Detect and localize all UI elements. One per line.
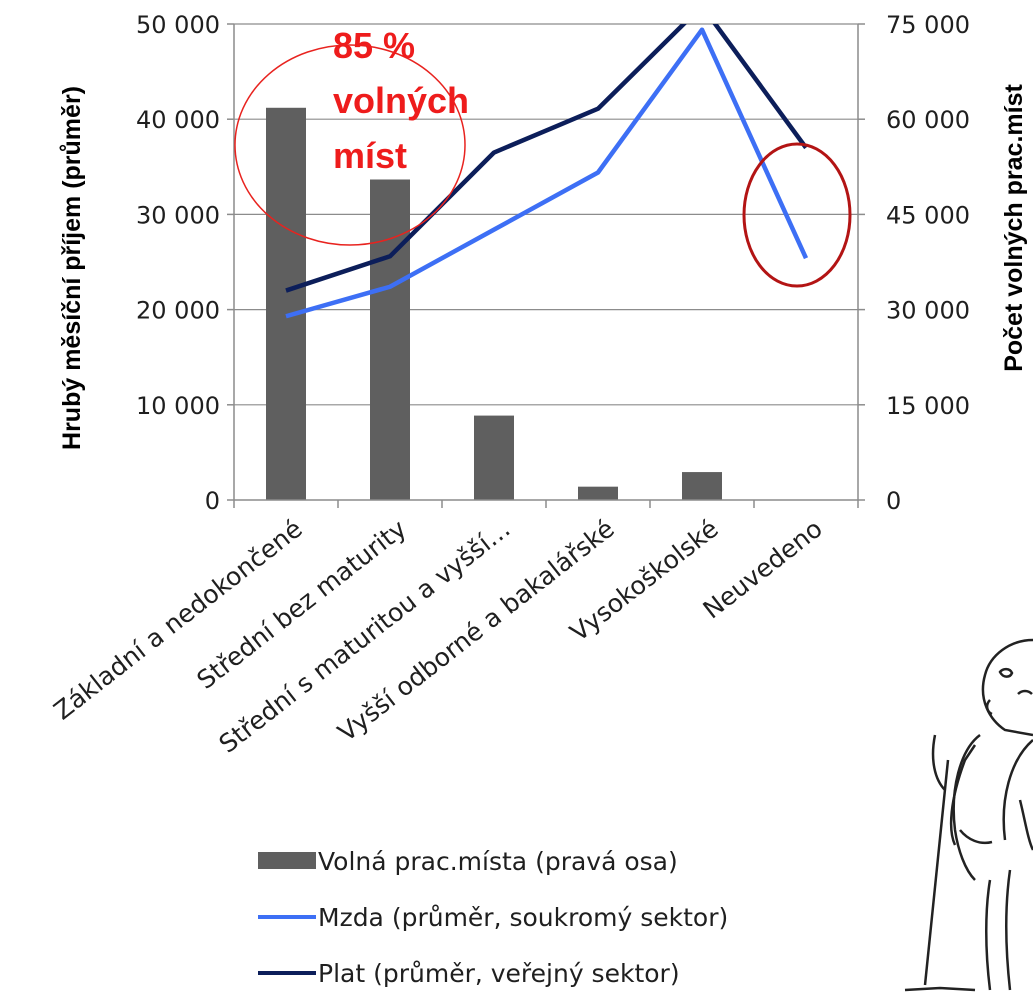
highlight-ellipse-right [742, 142, 852, 288]
left-tick-label: 20 000 [136, 297, 220, 325]
bar [578, 486, 618, 500]
bar [474, 415, 514, 500]
line-mzda [285, 27, 809, 319]
right-tick-label: 0 [886, 487, 901, 515]
left-tick-label: 50 000 [136, 11, 220, 39]
right-tick-label: 30 000 [886, 297, 970, 325]
legend-swatch-bars [258, 852, 316, 869]
left-tick-label: 10 000 [136, 392, 220, 420]
right-tick-label: 45 000 [886, 201, 970, 229]
tick-labels: 0 10 000 20 000 30 000 40 000 50 000 0 15 000 30… [136, 11, 970, 515]
line-series [285, 24, 809, 319]
annotation-line-3: míst [333, 135, 407, 176]
legend-label-mzda: Mzda (průměr, soukromý sektor) [318, 903, 728, 932]
left-tick-label: 30 000 [136, 201, 220, 229]
left-tick-label: 0 [205, 487, 220, 515]
line-plat [285, 24, 808, 293]
left-axis-label: Hrubý měsíční příjem (průměr) [58, 86, 86, 450]
right-tick-label: 60 000 [886, 106, 970, 134]
cartoon-illustration [904, 638, 1033, 992]
legend: Volná prac.místa (pravá osa) Mzda (průmě… [258, 847, 728, 988]
bar [682, 472, 722, 500]
axes [227, 23, 865, 508]
annotation: 85 % volných míst [234, 25, 852, 288]
bar [370, 179, 410, 500]
annotation-line-1: 85 % [333, 25, 415, 66]
legend-label-bars: Volná prac.místa (pravá osa) [318, 847, 678, 876]
right-tick-label: 75 000 [886, 11, 970, 39]
legend-label-plat: Plat (průměr, veřejný sektor) [318, 959, 680, 988]
right-axis-label: Počet volných prac.míst [1000, 84, 1028, 372]
bar [266, 107, 306, 500]
left-tick-label: 40 000 [136, 106, 220, 134]
gridlines [234, 23, 858, 406]
right-tick-label: 15 000 [886, 392, 970, 420]
annotation-line-2: volných [333, 80, 469, 121]
highlight-ellipse-top [234, 44, 466, 246]
